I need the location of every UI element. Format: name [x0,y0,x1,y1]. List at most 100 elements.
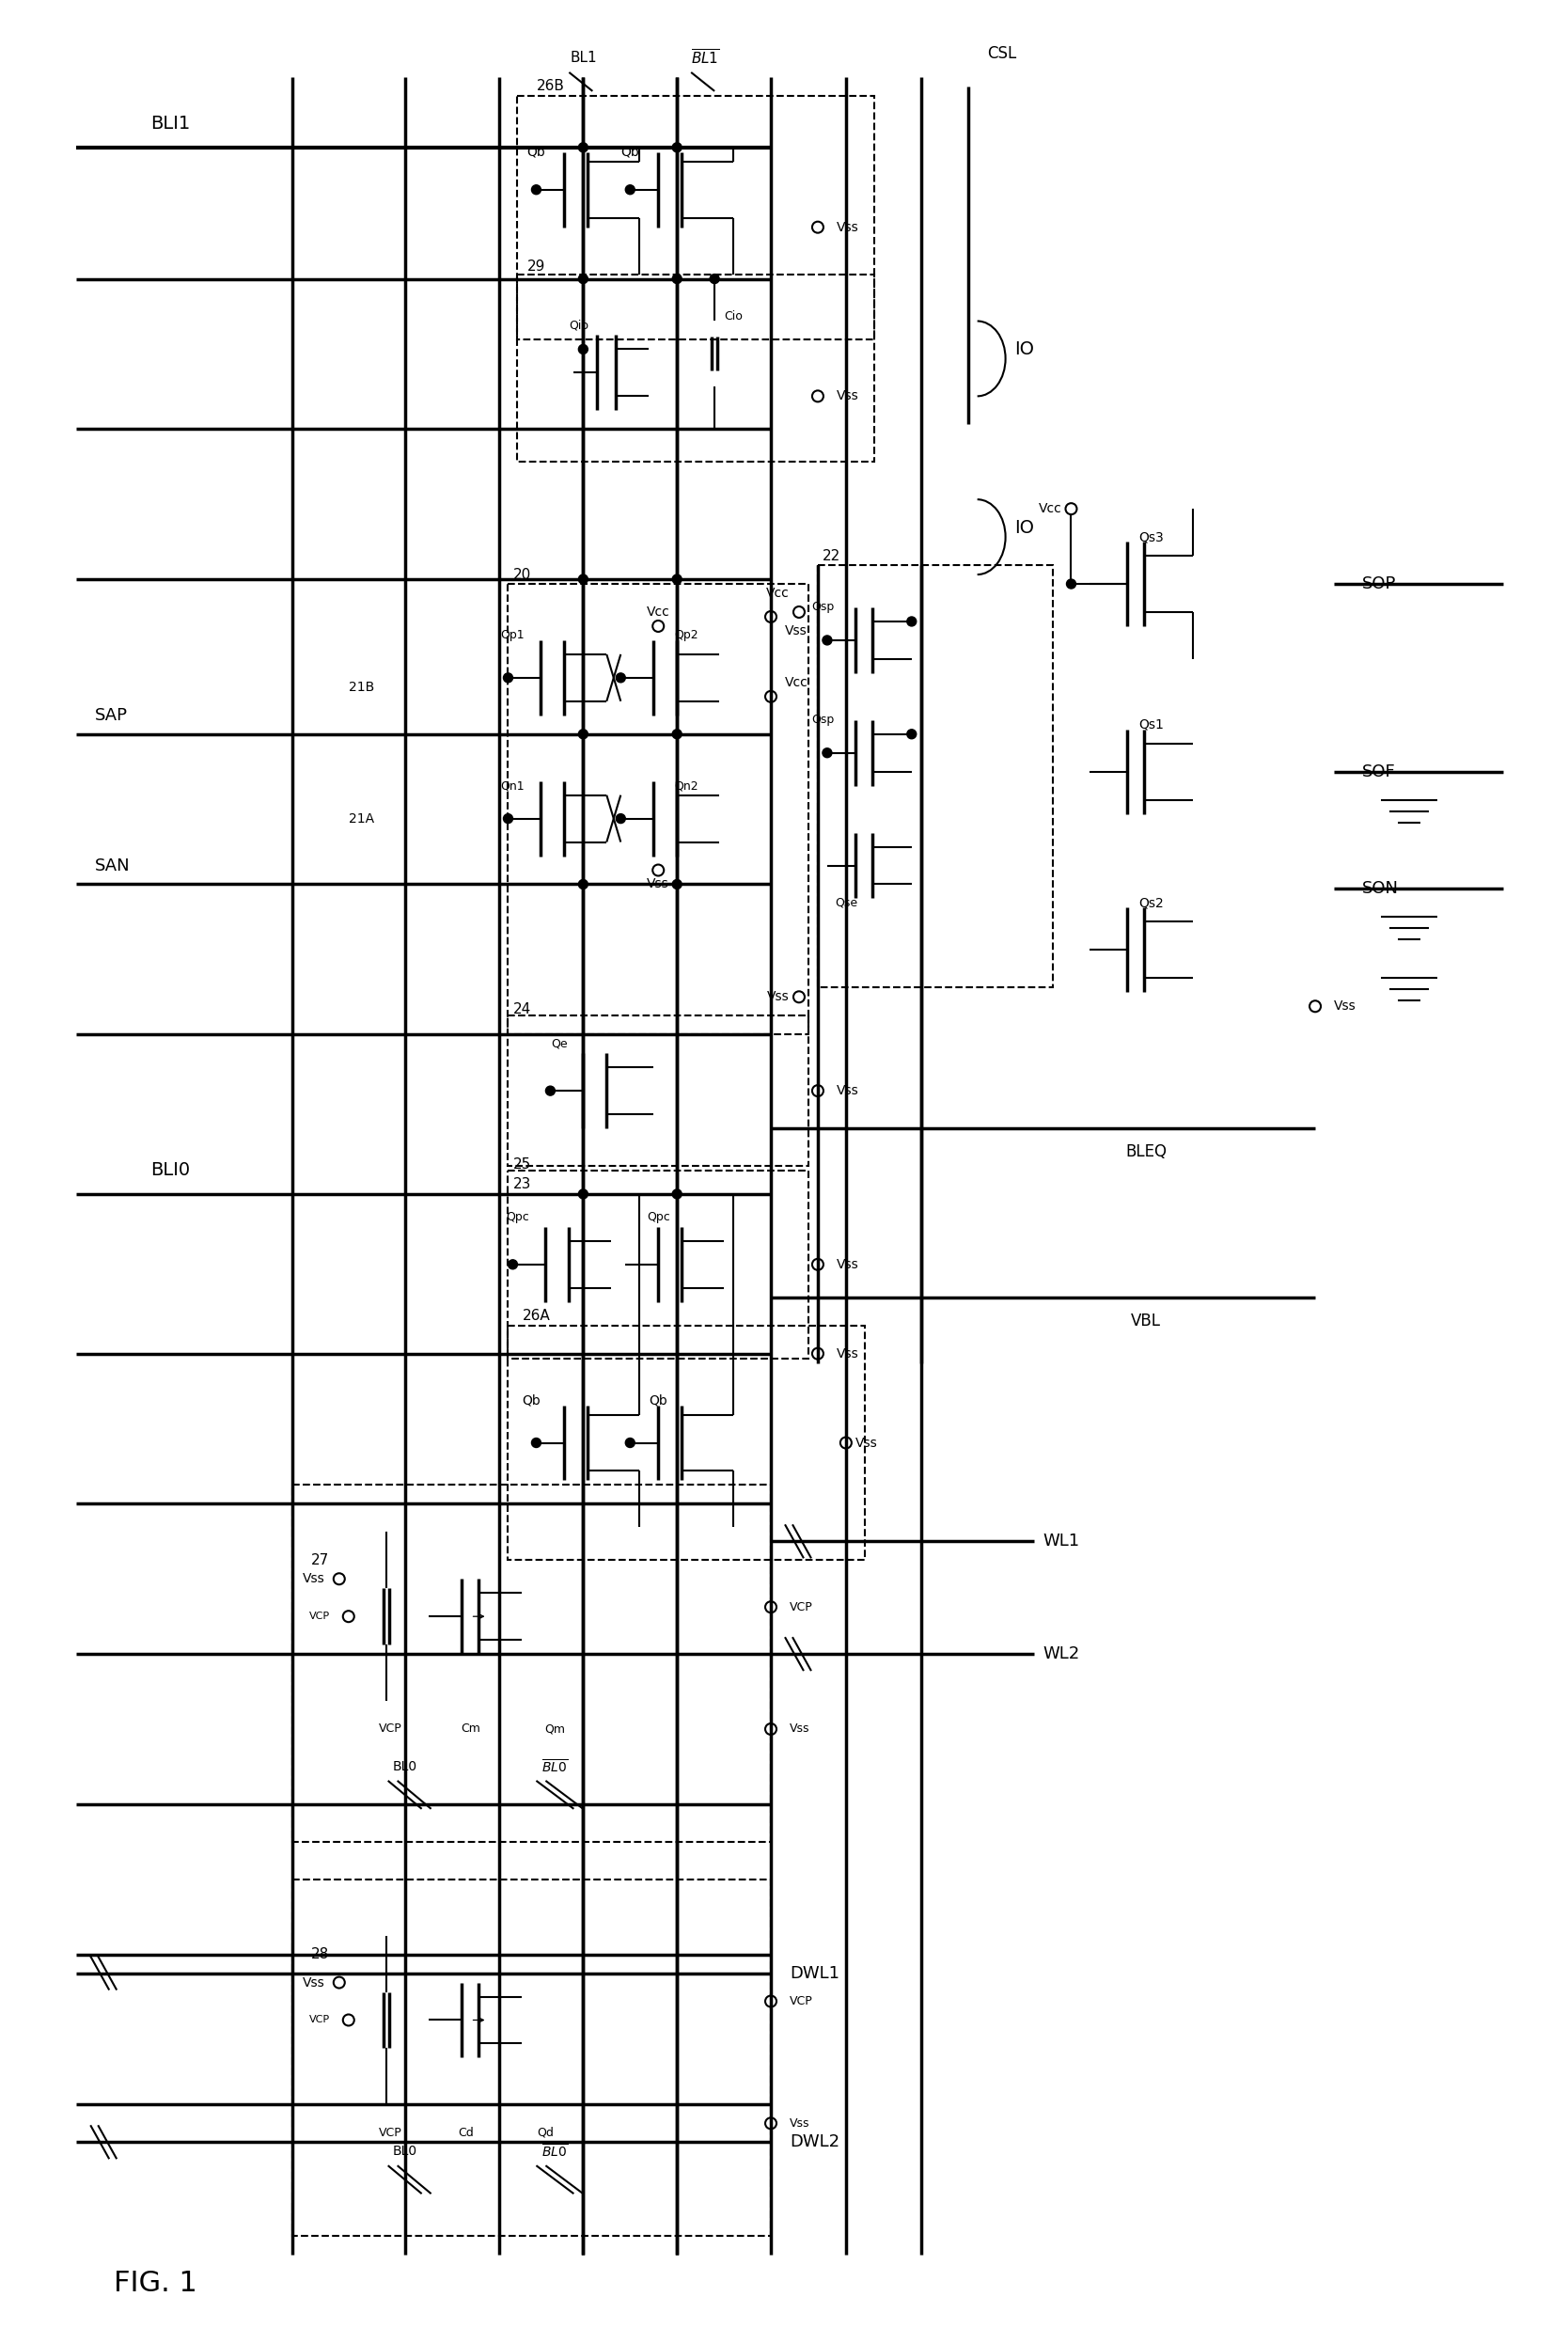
Text: Qb: Qb [649,1394,668,1406]
Bar [517,95,873,340]
Text: Qp1: Qp1 [500,629,525,643]
Text: $\overline{BL0}$: $\overline{BL0}$ [543,2142,568,2160]
Text: WL1: WL1 [1043,1532,1080,1550]
Text: SOP: SOP [1363,575,1396,591]
Text: CSL: CSL [986,44,1016,63]
Text: DWL2: DWL2 [790,2135,839,2151]
Text: SAN: SAN [96,857,130,873]
Text: 26B: 26B [536,79,564,93]
Text: Qd: Qd [538,2125,554,2139]
Text: $\overline{BL0}$: $\overline{BL0}$ [543,1758,568,1776]
Text: Qn2: Qn2 [674,780,698,792]
Text: IO: IO [1014,519,1035,535]
Circle shape [673,575,682,584]
Bar [517,275,873,461]
Text: Qs1: Qs1 [1138,717,1163,731]
Bar [508,1015,809,1166]
Text: Vss: Vss [855,1436,878,1450]
Bar [508,584,809,1034]
Text: Cio: Cio [724,310,743,324]
Bar [292,1879,771,2235]
Text: IO: IO [1014,340,1035,359]
Text: Vcc: Vcc [1038,503,1062,514]
Text: Vss: Vss [303,1571,325,1585]
Text: Qm: Qm [544,1723,566,1734]
Text: FIG. 1: FIG. 1 [114,2270,198,2295]
Text: VCP: VCP [790,1995,812,2007]
Text: VCP: VCP [309,1611,329,1620]
Circle shape [532,184,541,193]
Circle shape [626,1439,635,1448]
Circle shape [673,880,682,889]
Text: 24: 24 [513,1001,532,1017]
Text: Vss: Vss [767,989,790,1003]
Circle shape [579,142,588,151]
Circle shape [1066,580,1076,589]
Text: SON: SON [1363,880,1399,896]
Circle shape [906,729,916,738]
Text: Vcc: Vcc [767,587,790,601]
Circle shape [579,880,588,889]
Text: Qpc: Qpc [646,1211,670,1225]
Text: 20: 20 [513,568,532,582]
Circle shape [532,1439,541,1448]
Circle shape [503,815,513,824]
Text: Qpc: Qpc [506,1211,528,1225]
Text: Vss: Vss [790,1723,809,1734]
Text: VCP: VCP [379,2125,403,2139]
Text: 22: 22 [823,549,840,563]
Text: 23: 23 [513,1178,532,1192]
Text: VBL: VBL [1131,1313,1162,1329]
Text: 21B: 21B [348,680,375,694]
Bar [508,1325,864,1560]
Text: 21A: 21A [348,812,375,824]
Text: SAP: SAP [96,708,129,724]
Circle shape [823,636,833,645]
Circle shape [673,275,682,284]
Circle shape [673,1190,682,1199]
Circle shape [579,729,588,738]
Text: DWL1: DWL1 [790,1965,839,1981]
Text: Vss: Vss [786,624,808,638]
Text: Vss: Vss [837,1257,859,1271]
Text: Vss: Vss [837,221,859,233]
Text: Vss: Vss [648,878,670,892]
Text: Qb: Qb [522,1394,541,1406]
Text: BL0: BL0 [392,2144,417,2158]
Text: Qn1: Qn1 [500,780,525,792]
Bar [508,1171,809,1357]
Circle shape [579,275,588,284]
Text: SOF: SOF [1363,764,1396,780]
Text: Vss: Vss [1334,999,1356,1013]
Text: Vss: Vss [790,2116,809,2130]
Text: Qse: Qse [834,896,858,910]
Text: BL1: BL1 [569,51,596,65]
Circle shape [579,345,588,354]
Text: Qs2: Qs2 [1138,896,1163,910]
Text: BLI1: BLI1 [151,114,190,133]
Circle shape [546,1087,555,1096]
Circle shape [673,729,682,738]
Text: Cm: Cm [461,1723,480,1734]
Text: Qp2: Qp2 [674,629,698,643]
Text: BL0: BL0 [392,1760,417,1774]
Circle shape [626,184,635,193]
Text: 26A: 26A [522,1308,550,1322]
Text: VCP: VCP [379,1723,403,1734]
Text: Vcc: Vcc [786,675,808,689]
Bar [818,566,1052,987]
Text: Vss: Vss [303,1976,325,1988]
Circle shape [906,617,916,626]
Text: BLI0: BLI0 [151,1162,190,1180]
Text: WL2: WL2 [1043,1646,1080,1662]
Circle shape [508,1259,517,1269]
Text: Qsp: Qsp [811,601,834,615]
Circle shape [823,747,833,757]
Text: Qsp: Qsp [811,715,834,726]
Text: Qio: Qio [569,319,590,333]
Text: Vss: Vss [837,1085,859,1096]
Circle shape [710,275,720,284]
Text: Vss: Vss [837,389,859,403]
Text: VCP: VCP [790,1602,812,1613]
Circle shape [503,673,513,682]
